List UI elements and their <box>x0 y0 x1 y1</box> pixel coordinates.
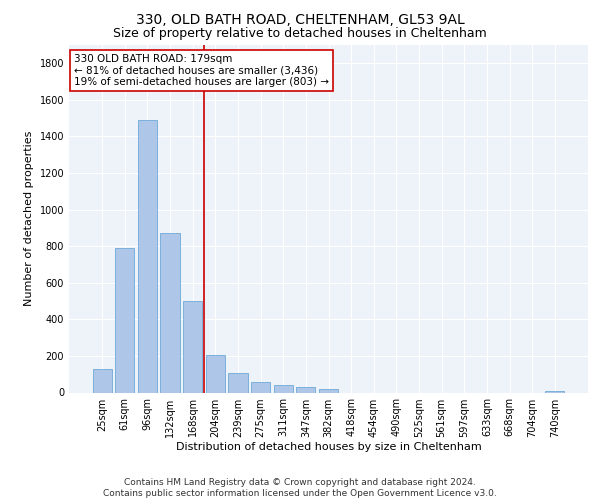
Bar <box>545 390 565 392</box>
Bar <box>138 120 157 392</box>
Bar <box>319 389 338 392</box>
Bar <box>274 385 293 392</box>
Bar <box>251 382 270 392</box>
Text: Contains HM Land Registry data © Crown copyright and database right 2024.
Contai: Contains HM Land Registry data © Crown c… <box>103 478 497 498</box>
Bar <box>183 301 202 392</box>
Bar <box>92 368 112 392</box>
X-axis label: Distribution of detached houses by size in Cheltenham: Distribution of detached houses by size … <box>176 442 481 452</box>
Bar <box>115 248 134 392</box>
Y-axis label: Number of detached properties: Number of detached properties <box>24 131 34 306</box>
Bar <box>206 355 225 393</box>
Text: 330 OLD BATH ROAD: 179sqm
← 81% of detached houses are smaller (3,436)
19% of se: 330 OLD BATH ROAD: 179sqm ← 81% of detac… <box>74 54 329 87</box>
Bar <box>296 387 316 392</box>
Text: 330, OLD BATH ROAD, CHELTENHAM, GL53 9AL: 330, OLD BATH ROAD, CHELTENHAM, GL53 9AL <box>136 12 464 26</box>
Text: Size of property relative to detached houses in Cheltenham: Size of property relative to detached ho… <box>113 28 487 40</box>
Bar <box>160 234 180 392</box>
Bar <box>229 374 248 392</box>
